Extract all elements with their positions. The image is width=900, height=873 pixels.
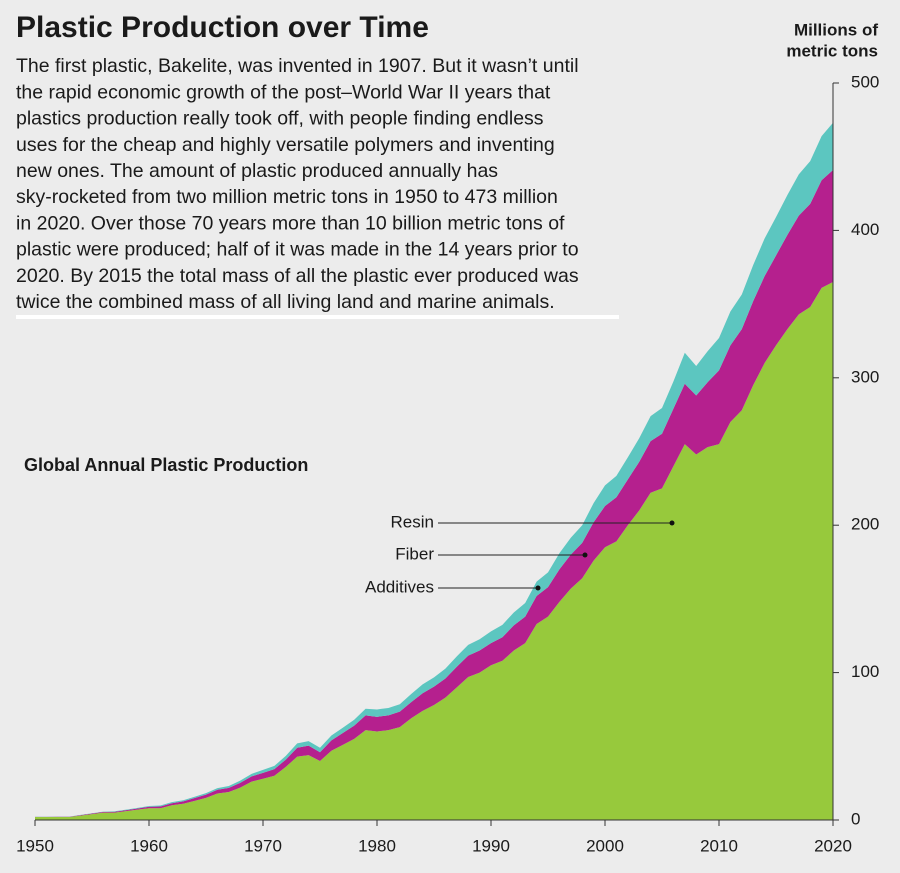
- y-tick-label: 300: [851, 367, 879, 386]
- area: [35, 281, 833, 820]
- y-tick-label: 500: [851, 72, 879, 91]
- description-line: The first plastic, Bakelite, was invente…: [16, 55, 579, 77]
- y-axis-label: Millions of: [794, 20, 878, 39]
- x-tick-label: 1990: [472, 836, 510, 855]
- area: [35, 122, 833, 817]
- y-axis-label: metric tons: [786, 41, 878, 60]
- description-line: plastic were produced; half of it was ma…: [16, 239, 579, 261]
- leader-dot: [535, 585, 541, 591]
- description-line: sky-rocketed from two million metric ton…: [16, 186, 558, 208]
- y-tick-label: 400: [851, 220, 879, 239]
- x-tick-label: 2020: [814, 836, 852, 855]
- divider: [16, 315, 619, 319]
- x-tick-label: 1950: [16, 836, 54, 855]
- x-tick-label: 2000: [586, 836, 624, 855]
- leader-dot: [669, 520, 675, 526]
- x-tick-label: 1970: [244, 836, 282, 855]
- series-label: Additives: [365, 577, 434, 596]
- y-tick-label: 0: [851, 809, 860, 828]
- y-tick-label: 200: [851, 515, 879, 534]
- description-line: the rapid economic growth of the post–Wo…: [16, 81, 551, 103]
- series-label: Fiber: [395, 544, 434, 563]
- description-line: 2020. By 2015 the total mass of all the …: [16, 265, 579, 287]
- series-label: Resin: [391, 512, 434, 531]
- x-tick-label: 1960: [130, 836, 168, 855]
- leader-dot: [582, 552, 588, 558]
- description-line: uses for the cheap and highly versatile …: [16, 134, 555, 156]
- chart-subtitle: Global Annual Plastic Production: [24, 455, 308, 475]
- x-tick-label: 1980: [358, 836, 396, 855]
- y-tick-label: 100: [851, 662, 879, 681]
- description-line: new ones. The amount of plastic produced…: [16, 160, 498, 182]
- chart-title: Plastic Production over Time: [16, 11, 429, 44]
- area: [35, 169, 833, 818]
- description-line: twice the combined mass of all living la…: [16, 291, 555, 313]
- description-line: in 2020. Over those 70 years more than 1…: [16, 212, 565, 234]
- description-line: plastics production really took off, wit…: [16, 108, 544, 130]
- x-tick-label: 2010: [700, 836, 738, 855]
